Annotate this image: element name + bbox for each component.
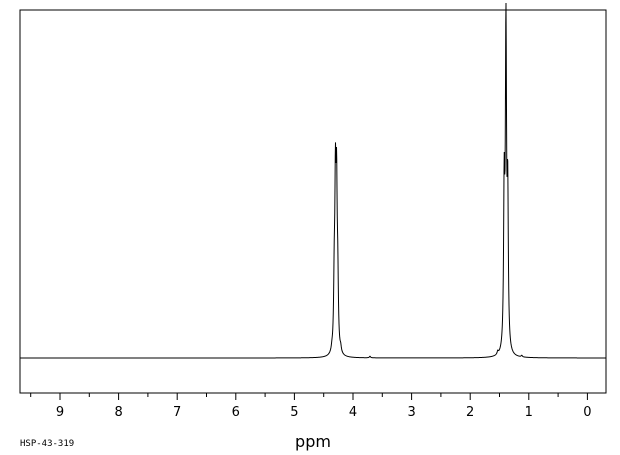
x-axis-label: ppm	[295, 432, 331, 451]
x-tick-label: 5	[290, 405, 298, 420]
x-axis-ticks	[30, 393, 588, 400]
x-axis-tick-labels: 9 8 7 6 5 4 3 2 1 0	[56, 405, 592, 420]
spectrum-trace	[20, 2, 606, 359]
x-tick-label: 6	[232, 405, 240, 420]
x-tick-label: 2	[466, 405, 474, 420]
x-tick-label: 1	[525, 405, 533, 420]
x-tick-label: 3	[407, 405, 415, 420]
plot-frame	[19, 9, 607, 394]
x-tick-label: 8	[114, 405, 122, 420]
x-tick-label: 7	[173, 405, 181, 420]
x-tick-label: 4	[349, 405, 357, 420]
x-tick-label: 0	[583, 405, 591, 420]
x-tick-label: 9	[56, 405, 64, 420]
sample-id-label: HSP-43-319	[20, 439, 74, 449]
